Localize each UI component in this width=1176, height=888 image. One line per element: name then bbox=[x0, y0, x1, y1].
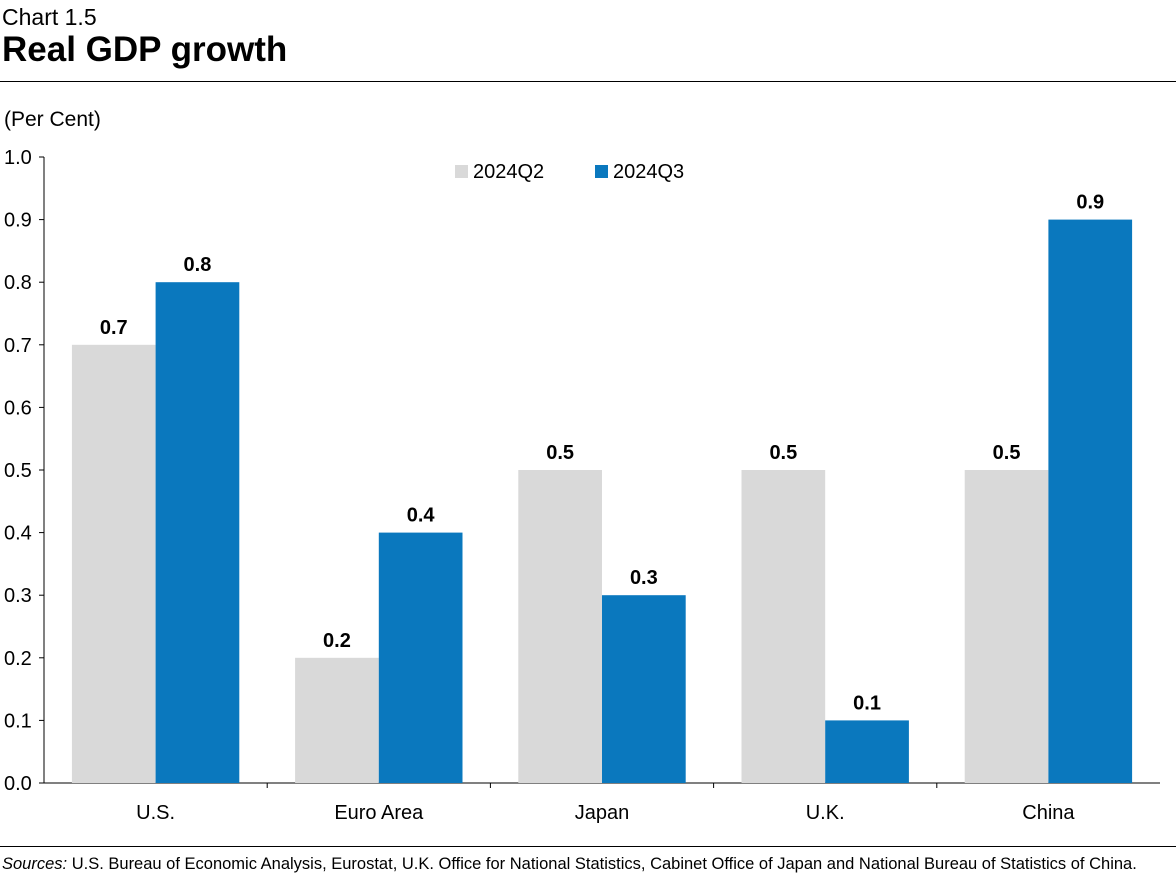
y-tick-label: 0.8 bbox=[4, 272, 32, 294]
sources-text: U.S. Bureau of Economic Analysis, Eurost… bbox=[67, 855, 1137, 873]
bar-2024Q2-japan bbox=[518, 470, 602, 783]
x-tick-label: U.S. bbox=[136, 802, 175, 824]
sources-label: Sources: bbox=[2, 855, 68, 873]
x-tick-label: Euro Area bbox=[334, 802, 424, 824]
chart-title: Real GDP growth bbox=[2, 30, 288, 69]
bar-2024Q2-u-k bbox=[741, 470, 826, 783]
y-axis-unit-label: (Per Cent) bbox=[4, 108, 101, 131]
y-tick-label: 1.0 bbox=[4, 147, 32, 169]
bar-2024Q2-china bbox=[964, 470, 1049, 783]
y-tick-label: 0.5 bbox=[4, 460, 32, 482]
legend-swatch bbox=[595, 165, 608, 178]
bar-2024Q3-u-k bbox=[825, 720, 909, 783]
data-label: 0.1 bbox=[853, 692, 881, 714]
y-tick-label: 0.0 bbox=[4, 773, 32, 795]
x-tick-label: China bbox=[1022, 802, 1075, 824]
y-tick-label: 0.7 bbox=[4, 335, 32, 357]
data-label: 0.5 bbox=[769, 442, 797, 464]
legend-swatch bbox=[455, 165, 468, 178]
data-label: 0.5 bbox=[993, 442, 1021, 464]
y-tick-label: 0.3 bbox=[4, 585, 32, 607]
data-label: 0.4 bbox=[407, 505, 436, 527]
chart-number: Chart 1.5 bbox=[2, 4, 97, 30]
data-label: 0.9 bbox=[1076, 192, 1104, 214]
y-tick-label: 0.1 bbox=[4, 710, 32, 732]
y-tick-label: 0.4 bbox=[4, 523, 32, 545]
data-label: 0.8 bbox=[184, 254, 212, 276]
bar-2024Q3-japan bbox=[602, 595, 686, 783]
footer-divider bbox=[0, 846, 1176, 847]
data-label: 0.2 bbox=[323, 630, 351, 652]
data-label: 0.3 bbox=[630, 567, 658, 589]
bar-2024Q2-u-s bbox=[71, 344, 156, 783]
bar-2024Q3-u-s bbox=[155, 282, 240, 783]
y-tick-label: 0.2 bbox=[4, 648, 32, 670]
y-tick-label: 0.9 bbox=[4, 210, 32, 232]
header-divider bbox=[0, 81, 1176, 82]
x-tick-label: Japan bbox=[575, 802, 630, 824]
legend-label: 2024Q3 bbox=[613, 161, 684, 183]
bar-2024Q3-euro-area bbox=[378, 532, 463, 783]
legend-label: 2024Q2 bbox=[473, 161, 544, 183]
data-label: 0.7 bbox=[100, 317, 128, 339]
bar-2024Q2-euro-area bbox=[295, 657, 379, 783]
sources-note: Sources: U.S. Bureau of Economic Analysi… bbox=[2, 855, 1137, 874]
data-label: 0.5 bbox=[546, 442, 574, 464]
y-tick-label: 0.6 bbox=[4, 397, 32, 419]
bar-2024Q3-china bbox=[1048, 219, 1133, 784]
x-tick-label: U.K. bbox=[806, 802, 845, 824]
